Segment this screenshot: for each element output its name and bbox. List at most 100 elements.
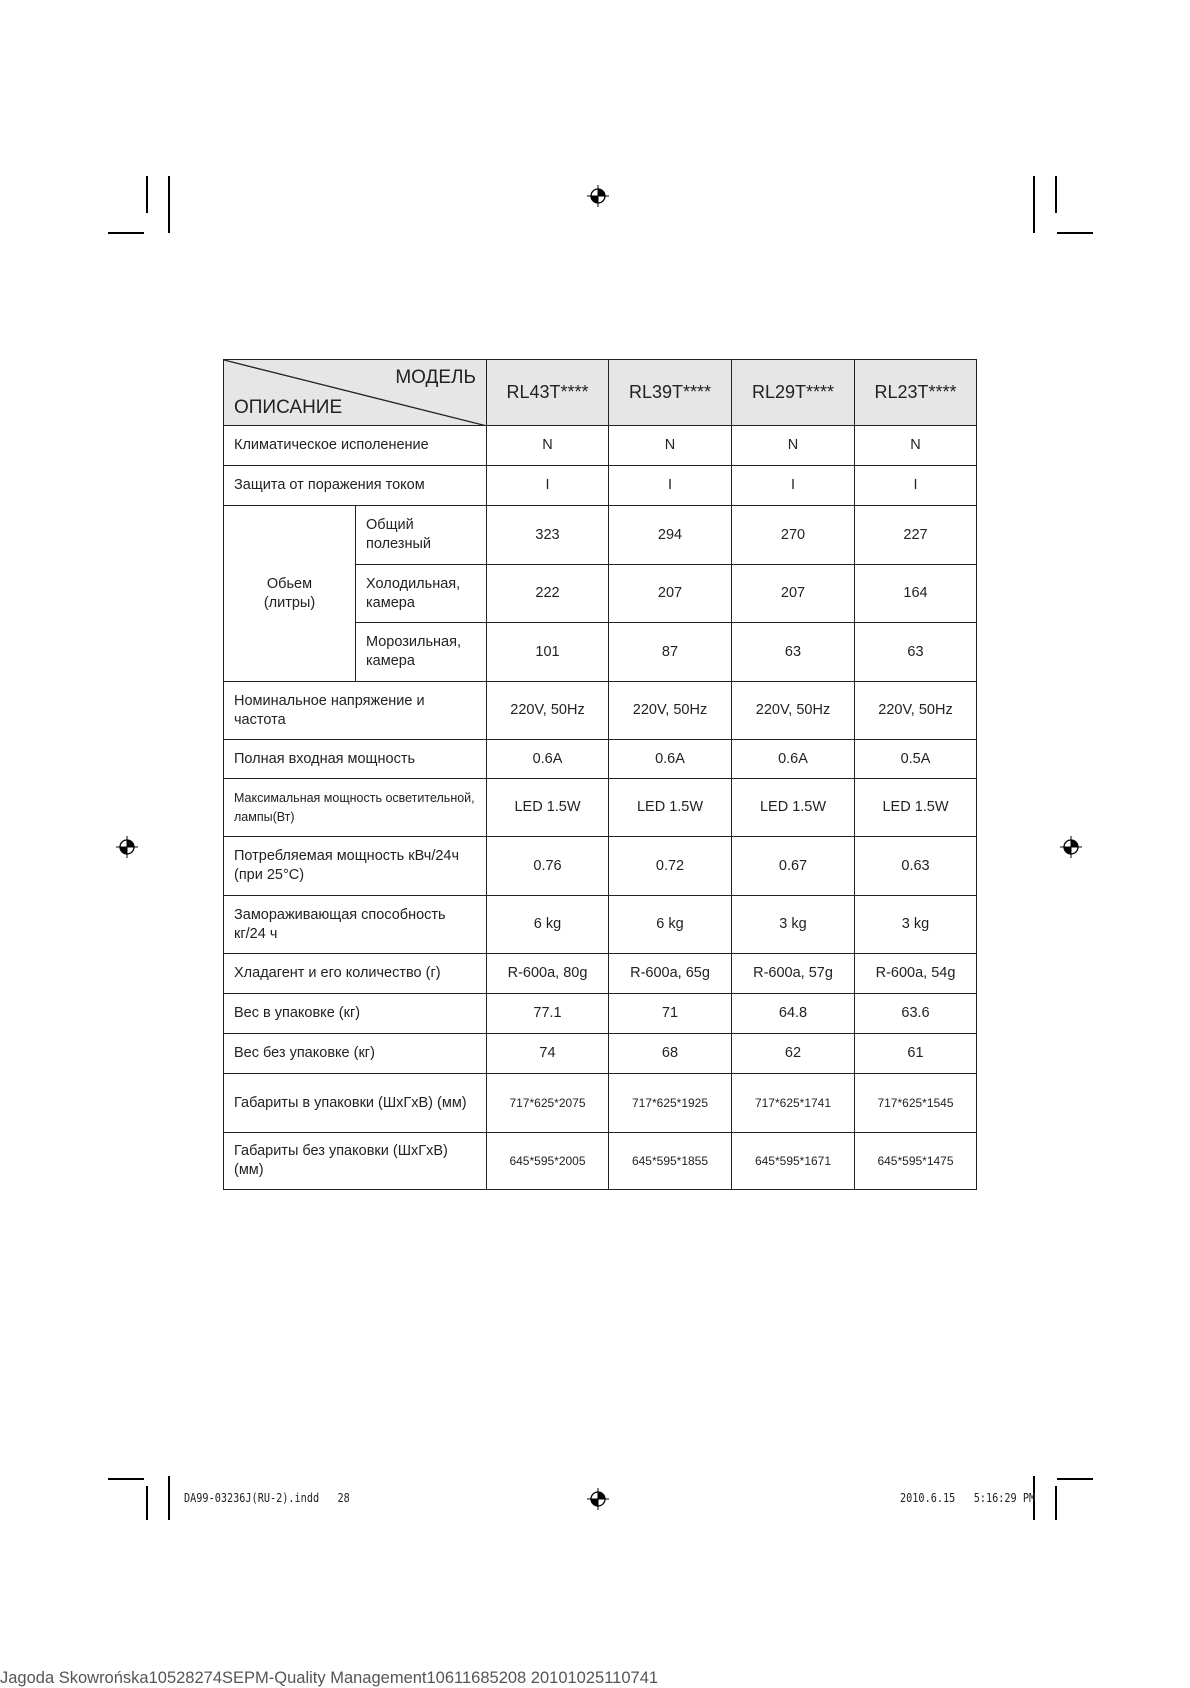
crop-mark [146, 1486, 148, 1520]
value-cell: 0.63 [854, 836, 977, 896]
value-cell: 0.76 [486, 836, 609, 896]
value-cell: LED 1.5W [608, 778, 732, 837]
value-cell: 87 [608, 622, 732, 682]
watermark: Jagoda Skowrońska10528274SEPM-Quality Ma… [0, 1669, 659, 1687]
row-label: Габариты в упаковки (ШхГхВ) (мм) [223, 1073, 487, 1133]
model-header: RL29T**** [731, 359, 855, 426]
value-cell: 717*625*1925 [608, 1073, 732, 1133]
value-cell: 0.67 [731, 836, 855, 896]
value-cell: 0.5A [854, 739, 977, 779]
table-row: Потребляемая мощность кВч/24ч (при 25°C)… [223, 836, 977, 896]
value-cell: 0.6A [486, 739, 609, 779]
row-label: Морозильная, камера [355, 622, 487, 682]
value-cell: 717*625*1545 [854, 1073, 977, 1133]
value-cell: R-600a, 57g [731, 953, 855, 994]
value-cell: 645*595*2005 [486, 1132, 609, 1190]
table-header-row: МОДЕЛЬ ОПИСАНИЕ RL43T**** RL39T**** RL29… [223, 359, 977, 426]
value-cell: 0.6A [731, 739, 855, 779]
table-row: Хладагент и его количество (г) R-600a, 80… [223, 953, 977, 994]
header-description-label: ОПИСАНИЕ [234, 397, 343, 418]
value-cell: 6 kg [486, 895, 609, 954]
table-row: Обьем (литры) Общий полезный 323 294 270 227 [223, 505, 977, 682]
table-row: Вес в упаковке (кг) 77.1 71 64.8 63.6 [223, 993, 977, 1034]
value-cell: 207 [731, 564, 855, 623]
row-label: Вес без упаковке (кг) [223, 1033, 487, 1074]
row-label: Хладагент и его количество (г) [223, 953, 487, 994]
value-cell: 63 [854, 622, 977, 682]
value-cell: R-600a, 54g [854, 953, 977, 994]
row-label: Потребляемая мощность кВч/24ч (при 25°C) [223, 836, 487, 896]
value-cell: I [854, 465, 977, 506]
crop-mark [1033, 176, 1035, 233]
header-model-label: МОДЕЛЬ [395, 367, 476, 388]
row-label: Габариты без упаковки (ШхГхВ) (мм) [223, 1132, 487, 1190]
value-cell: R-600a, 65g [608, 953, 732, 994]
crop-mark [146, 176, 148, 213]
crop-mark [108, 1478, 144, 1480]
table-row: Номинальное напряжение и частота 220V, 50… [223, 681, 977, 740]
table-row: Морозильная, камера 101 87 63 63 [224, 622, 977, 682]
value-cell: 645*595*1671 [731, 1132, 855, 1190]
value-cell: 63 [731, 622, 855, 682]
table-row: Максимальная мощность осветительной, лам… [223, 778, 977, 837]
value-cell: 207 [608, 564, 732, 623]
value-cell: 220V, 50Hz [486, 681, 609, 740]
table-row: Климатическое исполенение N N N N [223, 425, 977, 466]
value-cell: 164 [854, 564, 977, 623]
registration-mark-icon [587, 185, 609, 207]
value-cell: 0.6A [608, 739, 732, 779]
value-cell: 63.6 [854, 993, 977, 1034]
value-cell: I [486, 465, 609, 506]
row-label: Максимальная мощность осветительной, лам… [223, 778, 487, 837]
registration-mark-icon [116, 836, 138, 858]
value-cell: 717*625*2075 [486, 1073, 609, 1133]
value-cell: 0.72 [608, 836, 732, 896]
row-label: Замораживающая способность кг/24 ч [223, 895, 487, 954]
crop-mark [108, 232, 144, 234]
crop-mark [168, 1476, 170, 1520]
crop-mark [1033, 1476, 1035, 1520]
value-cell: 62 [731, 1033, 855, 1074]
value-cell: R-600a, 80g [486, 953, 609, 994]
table-row: Габариты в упаковки (ШхГхВ) (мм) 717*625*… [223, 1073, 977, 1133]
footer-file-info: DA99-03236J(RU-2).indd 28 [184, 1491, 350, 1505]
value-cell: 645*595*1855 [608, 1132, 732, 1190]
value-cell: LED 1.5W [731, 778, 855, 837]
value-cell: 220V, 50Hz [731, 681, 855, 740]
header-diagonal-cell: МОДЕЛЬ ОПИСАНИЕ [223, 359, 487, 426]
value-cell: 6 kg [608, 895, 732, 954]
value-cell: 68 [608, 1033, 732, 1074]
value-cell: 3 kg [731, 895, 855, 954]
row-label: Защита от поражения током [223, 465, 487, 506]
table-row: Полная входная мощность 0.6A 0.6A 0.6A 0.5A [223, 739, 977, 779]
row-label: Вес в упаковке (кг) [223, 993, 487, 1034]
value-cell: LED 1.5W [854, 778, 977, 837]
value-cell: 645*595*1475 [854, 1132, 977, 1190]
specifications-table: МОДЕЛЬ ОПИСАНИЕ RL43T**** RL39T**** RL29… [223, 359, 977, 1190]
value-cell: 101 [486, 622, 609, 682]
table-row: Габариты без упаковки (ШхГхВ) (мм) 645*59… [223, 1132, 977, 1190]
value-cell: I [731, 465, 855, 506]
table-row: Вес без упаковке (кг) 74 68 62 61 [223, 1033, 977, 1074]
crop-mark [1057, 1478, 1093, 1480]
value-cell: 294 [608, 505, 732, 565]
crop-mark [1055, 176, 1057, 213]
value-cell: 220V, 50Hz [854, 681, 977, 740]
value-cell: 717*625*1741 [731, 1073, 855, 1133]
value-cell: 220V, 50Hz [608, 681, 732, 740]
row-label: Полная входная мощность [223, 739, 487, 779]
value-cell: 3 kg [854, 895, 977, 954]
row-label: Климатическое исполенение [223, 425, 487, 466]
value-cell: 227 [854, 505, 977, 565]
crop-mark [168, 176, 170, 233]
value-cell: N [608, 425, 732, 466]
row-label: Общий полезный [355, 505, 487, 565]
model-header: RL23T**** [854, 359, 977, 426]
model-header: RL43T**** [486, 359, 609, 426]
row-label: Холодильная, камера [355, 564, 487, 623]
value-cell: 270 [731, 505, 855, 565]
crop-mark [1057, 232, 1093, 234]
value-cell: N [731, 425, 855, 466]
table-row: Защита от поражения током I I I I [223, 465, 977, 506]
